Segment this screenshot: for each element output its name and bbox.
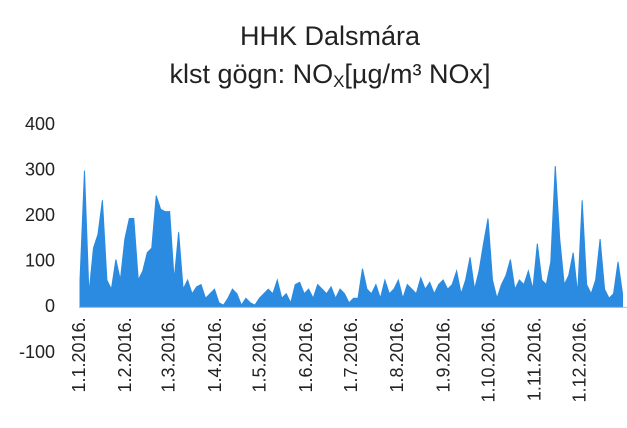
x-tick-label: 1.2.2016.	[115, 317, 135, 392]
subtitle-part: [µg/m³ NOx]	[344, 59, 490, 89]
x-tick-label: 1.5.2016.	[250, 317, 270, 392]
x-tick-label: 1.6.2016.	[296, 317, 316, 392]
x-tick-label: 1.12.2016.	[569, 317, 589, 402]
x-tick-label: 1.3.2016.	[158, 317, 178, 392]
y-tick-label: 300	[25, 159, 55, 179]
x-tick-label: 1.9.2016.	[433, 317, 453, 392]
chart-subtitle: klst gögn: NOX[µg/m³ NOx]	[170, 59, 491, 91]
y-tick-label: 100	[25, 251, 55, 271]
x-tick-label: 1.4.2016.	[205, 317, 225, 392]
x-tick-label: 1.8.2016.	[387, 317, 407, 392]
subtitle-part: klst gögn: NO	[170, 59, 334, 89]
area	[79, 166, 624, 308]
y-tick-label: 0	[45, 296, 55, 316]
x-tick-label: 1.7.2016.	[341, 317, 361, 392]
x-tick-label: 1.11.2016.	[525, 317, 545, 401]
y-tick-label: 200	[25, 205, 55, 225]
subtitle-subscript: X	[333, 72, 344, 91]
y-tick-label: -100	[19, 342, 55, 362]
x-tick-label: 1.10.2016.	[478, 317, 498, 402]
x-tick-label: 1.1.2016.	[69, 317, 89, 392]
y-tick-label: 400	[25, 114, 55, 134]
chart-title: HHK Dalsmára	[240, 21, 421, 51]
